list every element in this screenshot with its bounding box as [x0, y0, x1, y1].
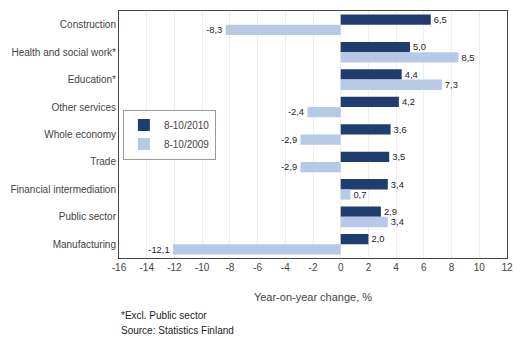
svg-text:-12: -12	[167, 262, 182, 273]
svg-text:8,5: 8,5	[462, 53, 475, 63]
svg-text:3,6: 3,6	[394, 125, 407, 135]
svg-text:-16: -16	[112, 262, 127, 273]
svg-text:Whole economy: Whole economy	[44, 129, 116, 140]
svg-text:Education*: Education*	[68, 74, 116, 85]
svg-text:8: 8	[449, 262, 455, 273]
svg-text:Health and social work*: Health and social work*	[12, 47, 117, 58]
svg-text:-10: -10	[195, 262, 210, 273]
svg-text:10: 10	[474, 262, 486, 273]
svg-text:-2: -2	[309, 262, 318, 273]
svg-text:Financial intermediation: Financial intermediation	[10, 184, 116, 195]
svg-text:-12,1: -12,1	[148, 245, 169, 255]
svg-text:4,4: 4,4	[405, 70, 418, 80]
svg-text:Manufacturing: Manufacturing	[53, 239, 116, 250]
svg-text:-6: -6	[253, 262, 262, 273]
svg-text:2,0: 2,0	[371, 234, 384, 244]
svg-text:Trade: Trade	[90, 156, 116, 167]
svg-text:6,5: 6,5	[434, 15, 447, 25]
svg-text:2,9: 2,9	[384, 207, 397, 217]
svg-text:3,4: 3,4	[391, 180, 404, 190]
svg-text:6: 6	[421, 262, 427, 273]
svg-text:12: 12	[501, 262, 513, 273]
svg-text:-8,3: -8,3	[206, 25, 222, 35]
svg-text:-8: -8	[225, 262, 234, 273]
svg-text:0: 0	[338, 262, 344, 273]
svg-text:Public sector: Public sector	[59, 211, 117, 222]
svg-text:-14: -14	[139, 262, 154, 273]
svg-text:0,7: 0,7	[353, 190, 366, 200]
svg-text:Construction: Construction	[60, 19, 116, 30]
svg-text:7,3: 7,3	[445, 80, 458, 90]
svg-text:2: 2	[366, 262, 372, 273]
svg-text:-2,9: -2,9	[281, 135, 297, 145]
svg-text:Source: Statistics Finland: Source: Statistics Finland	[121, 325, 234, 336]
svg-text:-2,9: -2,9	[281, 162, 297, 172]
svg-text:Year-on-year change, %: Year-on-year change, %	[254, 291, 372, 303]
svg-text:3,4: 3,4	[391, 217, 404, 227]
svg-text:8-10/2010: 8-10/2010	[164, 120, 209, 131]
svg-text:3,5: 3,5	[392, 152, 405, 162]
svg-text:5,0: 5,0	[413, 42, 426, 52]
svg-text:*Excl. Public sector: *Excl. Public sector	[121, 310, 207, 321]
svg-text:-2,4: -2,4	[288, 107, 304, 117]
svg-text:Other services: Other services	[52, 102, 116, 113]
svg-text:8-10/2009: 8-10/2009	[164, 139, 209, 150]
svg-text:-4: -4	[281, 262, 290, 273]
svg-text:4,2: 4,2	[402, 97, 415, 107]
svg-text:4: 4	[393, 262, 399, 273]
